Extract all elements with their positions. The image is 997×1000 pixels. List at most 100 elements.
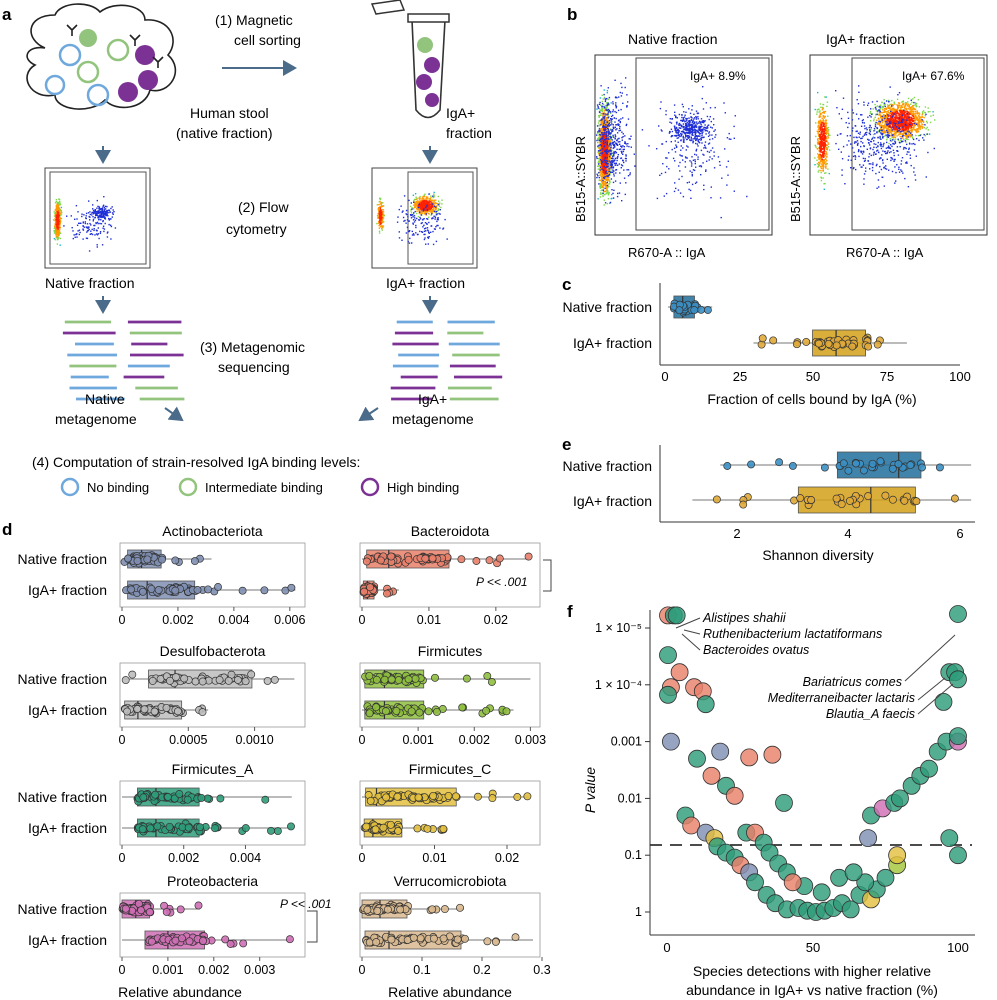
flow-event (412, 219, 415, 221)
flow-event (821, 151, 823, 153)
flow-event (606, 203, 609, 205)
flow-event (620, 95, 623, 97)
flow-event (690, 128, 693, 130)
flow-event (685, 126, 687, 129)
flow-event (673, 147, 676, 149)
flow-event (603, 141, 605, 143)
flow-event (407, 240, 409, 243)
flow-event (697, 139, 700, 141)
flow-event (897, 102, 900, 104)
flow-event (603, 129, 606, 131)
flow-event (665, 192, 668, 195)
iga-label-2: fraction (446, 125, 492, 141)
flow-event (682, 136, 684, 138)
flow-event (825, 96, 827, 98)
flow-event (425, 208, 428, 211)
flow-event (601, 173, 603, 175)
flow-event (669, 121, 671, 123)
flow-event (602, 169, 605, 171)
flow-event (680, 139, 682, 142)
flow-event (105, 212, 107, 214)
flow-event (604, 177, 606, 179)
flow-event (695, 149, 697, 152)
flow-event (606, 102, 608, 104)
flow-event (379, 210, 382, 212)
flow-event (59, 232, 62, 234)
flow-event (608, 183, 611, 185)
flow-event (820, 138, 822, 140)
flow-event (707, 135, 710, 137)
flow-event (419, 230, 421, 233)
flow-event (615, 124, 617, 126)
flow-event (614, 142, 617, 144)
flow-event (403, 220, 405, 222)
flow-event (608, 147, 611, 149)
flow-event (597, 131, 599, 133)
flow-event (597, 150, 600, 152)
flow-event (421, 208, 423, 210)
flow-event (92, 211, 94, 213)
flow-event (419, 196, 421, 199)
flow-event (412, 222, 414, 224)
flow-event (625, 155, 627, 157)
flow-event (687, 123, 689, 125)
flow-event (883, 124, 886, 126)
flow-event (422, 203, 424, 205)
flow-event (433, 196, 435, 198)
flow-event (604, 100, 607, 103)
flow-event (600, 173, 602, 175)
flow-event (616, 195, 619, 198)
flow-event (818, 142, 821, 144)
flow-event (824, 110, 827, 113)
flow-event (606, 186, 608, 189)
flow-event (819, 103, 822, 105)
flow-event (604, 98, 606, 100)
flow-event (613, 147, 615, 149)
flow-event (703, 184, 705, 186)
flow-event (414, 206, 416, 209)
flow-event (604, 150, 607, 153)
flow-event (708, 131, 711, 133)
flow-event (416, 210, 418, 212)
flow-event (689, 132, 692, 134)
flow-event (681, 116, 683, 119)
flow-event (693, 129, 695, 131)
flow-event (428, 205, 430, 207)
flow-event (696, 139, 698, 141)
flow-event (598, 115, 600, 117)
flow-event (58, 209, 61, 211)
flow-event (414, 217, 416, 219)
flow-event (686, 145, 688, 147)
flow-event (680, 125, 683, 128)
flow-event (827, 142, 829, 144)
flow-event (625, 77, 627, 79)
flow-event (601, 156, 603, 159)
flow-event (824, 141, 826, 143)
flow-event (381, 221, 383, 224)
flow-event (679, 170, 681, 172)
flow-event (113, 211, 115, 213)
flow-event (685, 123, 688, 125)
flow-event (607, 159, 609, 161)
flow-event (432, 203, 434, 205)
flow-event (625, 123, 628, 126)
flow-event (601, 181, 603, 183)
flow-event (96, 214, 98, 217)
flow-event (627, 101, 629, 103)
flow-event (661, 143, 664, 145)
flow-event (610, 136, 612, 138)
flow-event (703, 121, 705, 124)
flow-event (601, 109, 603, 111)
flow-event (413, 208, 415, 210)
flow-event (58, 226, 60, 228)
flow-event (55, 219, 57, 221)
flow-event (597, 106, 599, 108)
flow-event (819, 153, 821, 156)
flow-event (678, 178, 680, 180)
flow-event (821, 142, 823, 145)
flow-event (598, 108, 601, 110)
flow-event (58, 233, 60, 235)
flow-event (92, 216, 94, 218)
flow-event (604, 176, 606, 178)
flow-event (617, 141, 620, 143)
